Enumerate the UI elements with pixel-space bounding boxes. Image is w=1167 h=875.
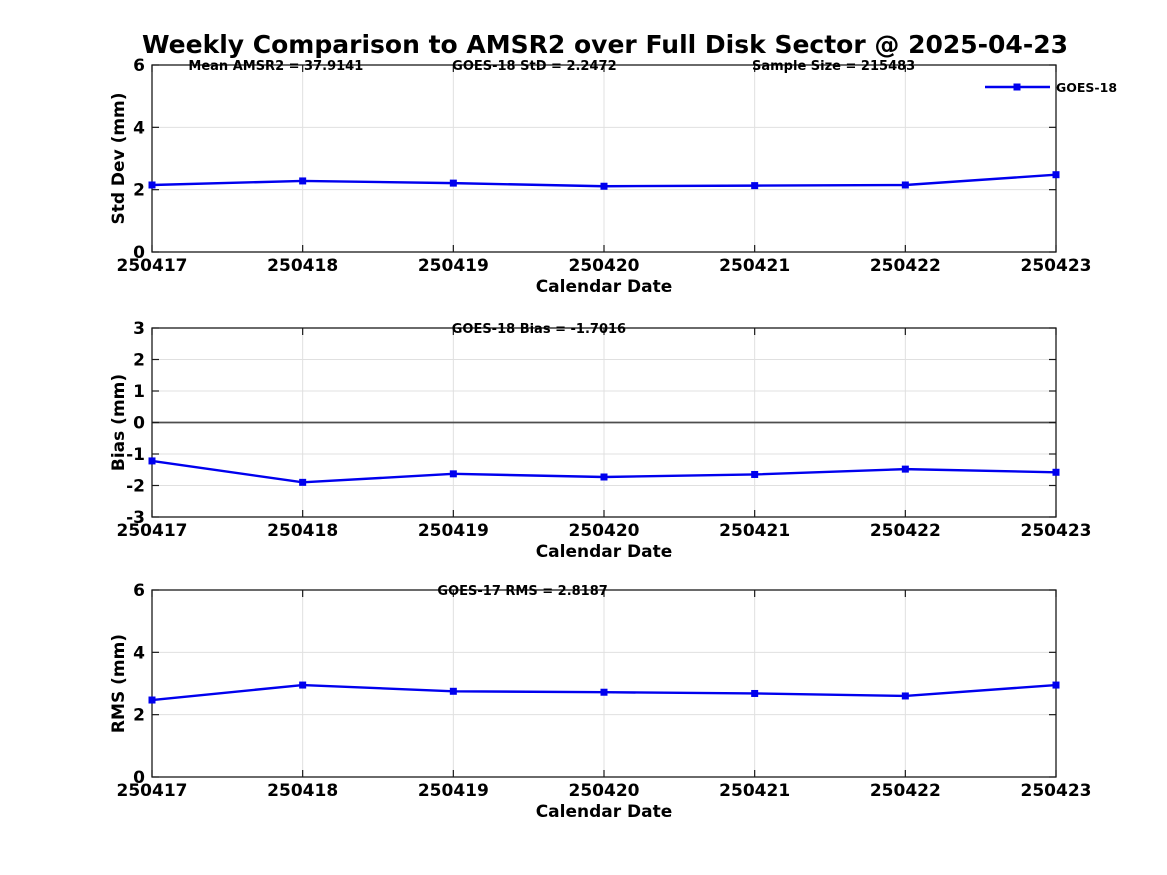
y-tick-label: 0: [133, 768, 145, 788]
std-dev-panel: 0 2 4 6 250417 250418 250419 250420 250421 250422…: [109, 56, 1117, 297]
x-tick-label: 250420: [569, 781, 640, 801]
y-tick-label: 6: [133, 581, 145, 601]
y-tick-label: 2: [133, 351, 145, 371]
data-point-marker: [449, 687, 457, 695]
x-tick-label: 250417: [117, 256, 188, 276]
x-tick-label: 250419: [418, 521, 489, 541]
y-tick-label: 0: [133, 414, 145, 434]
data-point-marker: [901, 181, 909, 189]
x-tick-label: 250423: [1021, 781, 1092, 801]
data-point-marker: [901, 465, 909, 473]
x-tick-label: 250417: [117, 521, 188, 541]
y-tick-label: 3: [133, 319, 145, 339]
x-tick-label: 250422: [870, 781, 941, 801]
annotation-text: GOES-18 StD = 2.2472: [452, 59, 616, 74]
data-point-marker: [1052, 468, 1060, 476]
legend: GOES-18: [985, 80, 1117, 95]
data-point-marker: [751, 182, 759, 190]
data-point-marker: [1052, 681, 1060, 689]
y-axis-label: Std Dev (mm): [109, 92, 129, 224]
y-axis-label: Bias (mm): [109, 374, 129, 471]
x-axis-label: Calendar Date: [536, 542, 673, 562]
legend-marker: [1013, 83, 1021, 91]
y-tick-label: 2: [133, 181, 145, 201]
annotation-text: GOES-18 Bias = -1.7016: [452, 322, 626, 337]
x-axis-label: Calendar Date: [536, 277, 673, 297]
data-point-marker: [449, 179, 457, 187]
y-tick-label: 4: [133, 118, 145, 138]
data-point-marker: [148, 457, 156, 465]
figure-title: Weekly Comparison to AMSR2 over Full Dis…: [141, 30, 1068, 59]
y-tick-label: 1: [133, 382, 145, 402]
y-tick-label: 2: [133, 706, 145, 726]
x-tick-label: 250423: [1021, 256, 1092, 276]
data-point-marker: [600, 688, 608, 696]
annotation-text: Sample Size = 215483: [752, 59, 915, 74]
x-tick-label: 250420: [569, 256, 640, 276]
y-tick-label: -2: [126, 477, 145, 497]
x-tick-label: 250418: [267, 781, 338, 801]
y-axis-label: RMS (mm): [109, 634, 129, 733]
bias-panel: -3 -2 -1 0 1 2 3 250417 250418 250419 250420 250421…: [109, 319, 1091, 562]
y-tick-label: 4: [133, 643, 145, 663]
data-point-marker: [901, 692, 909, 700]
data-point-marker: [148, 181, 156, 189]
rms-panel: 0 2 4 6 250417 250418 250419 250420 250421 250422…: [109, 581, 1091, 822]
data-point-marker: [600, 182, 608, 190]
legend-label: GOES-18: [1056, 80, 1117, 95]
x-tick-label: 250422: [870, 256, 941, 276]
data-point-marker: [449, 470, 457, 478]
y-tick-label: 6: [133, 56, 145, 76]
x-tick-label: 250418: [267, 521, 338, 541]
annotation-text: Mean AMSR2 = 37.9141: [188, 59, 363, 74]
x-axis-label: Calendar Date: [536, 802, 673, 822]
data-point-marker: [600, 473, 608, 481]
data-point-marker: [751, 689, 759, 697]
x-tick-label: 250421: [719, 521, 790, 541]
x-tick-label: 250419: [418, 781, 489, 801]
x-tick-label: 250419: [418, 256, 489, 276]
x-tick-label: 250420: [569, 521, 640, 541]
data-point-marker: [148, 696, 156, 704]
x-tick-label: 250417: [117, 781, 188, 801]
y-tick-label: -3: [126, 508, 145, 528]
data-point-marker: [299, 177, 307, 185]
x-tick-label: 250421: [719, 781, 790, 801]
x-tick-label: 250418: [267, 256, 338, 276]
data-point-marker: [299, 478, 307, 486]
data-point-marker: [1052, 171, 1060, 179]
x-tick-label: 250423: [1021, 521, 1092, 541]
annotation-text: GOES-17 RMS = 2.8187: [437, 584, 607, 599]
y-tick-label: 0: [133, 243, 145, 263]
x-tick-label: 250422: [870, 521, 941, 541]
x-tick-label: 250421: [719, 256, 790, 276]
data-point-marker: [751, 470, 759, 478]
data-point-marker: [299, 681, 307, 689]
y-tick-label: -1: [126, 445, 145, 465]
